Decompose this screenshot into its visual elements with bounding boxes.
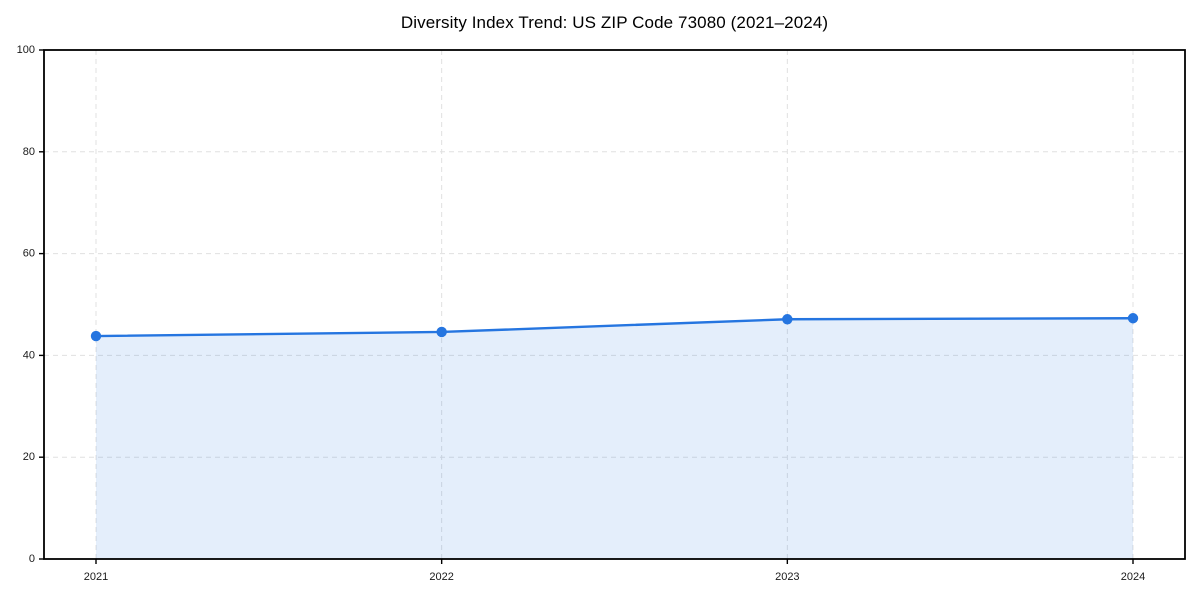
y-tick-label: 100 bbox=[17, 44, 35, 56]
chart-title: Diversity Index Trend: US ZIP Code 73080… bbox=[400, 13, 829, 32]
data-point-marker bbox=[436, 326, 447, 338]
x-tick-label: 2023 bbox=[775, 571, 799, 583]
y-tick-label: 0 bbox=[29, 553, 35, 565]
data-point-marker bbox=[1127, 313, 1139, 324]
plot-border bbox=[43, 49, 1186, 560]
trend-line bbox=[94, 317, 1135, 338]
data-point-marker bbox=[782, 314, 793, 325]
data-point-marker bbox=[90, 330, 102, 342]
y-tick-label: 80 bbox=[23, 146, 35, 158]
x-tick-label: 2021 bbox=[84, 571, 108, 583]
x-tick-label: 2024 bbox=[1121, 571, 1145, 583]
y-tick-label: 60 bbox=[23, 248, 35, 260]
y-tick-label: 20 bbox=[23, 451, 35, 463]
x-tick-label: 2022 bbox=[429, 571, 453, 583]
y-tick-label: 40 bbox=[23, 349, 35, 361]
area-fill bbox=[96, 318, 1133, 559]
